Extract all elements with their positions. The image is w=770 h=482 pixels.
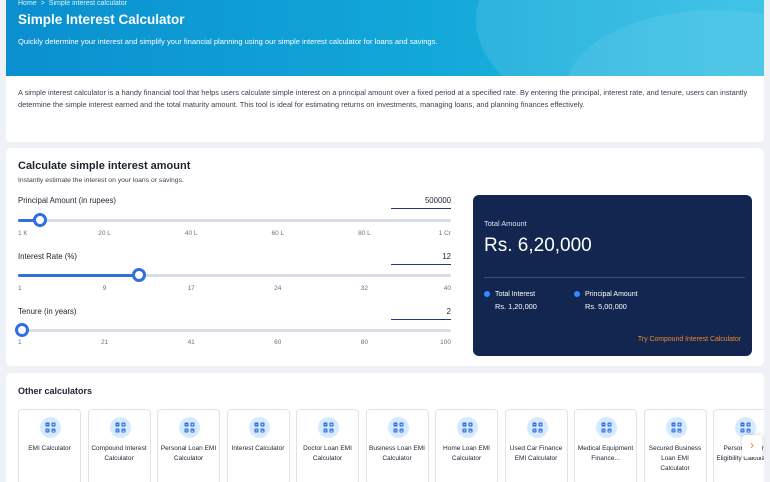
calculator-link-card[interactable]: Used Car Finance EMI Calculator bbox=[504, 409, 568, 482]
slider-tick-label: 80 L bbox=[358, 230, 371, 237]
result-panel: Total Amount Rs. 6,20,000 Total Interest… bbox=[473, 195, 752, 356]
calculator-link-card[interactable]: Secured Business Loan EMI Calculator bbox=[643, 409, 707, 482]
page-header-banner: Home > Simple interest calculator Simple… bbox=[6, 0, 764, 76]
calculator-card-label: Secured Business Loan EMI Calculator bbox=[648, 445, 702, 472]
calculator-icon bbox=[318, 417, 339, 438]
calculator-icon bbox=[596, 417, 617, 438]
slider-tick-label: 17 bbox=[187, 285, 195, 292]
calculator-icon bbox=[457, 417, 478, 438]
principal-amount-label: Principal Amount bbox=[585, 291, 638, 298]
slider-tick-label: 21 bbox=[100, 339, 109, 346]
calculator-link-card[interactable]: Compound Interest Calculator bbox=[87, 409, 151, 482]
slider-tick-label: 9 bbox=[102, 285, 107, 292]
other-calculators-title: Other calculators bbox=[18, 386, 93, 396]
principal-amount-stat: Principal Amount Rs. 5,00,000 bbox=[574, 291, 638, 311]
calculator-icon bbox=[40, 417, 61, 438]
decorative-shape bbox=[476, 0, 764, 76]
slider-tick-label: 60 bbox=[274, 339, 282, 346]
breadcrumb-home-link[interactable]: Home bbox=[18, 0, 37, 7]
calculator-card-label: Home Loan EMI Calculator bbox=[443, 445, 490, 462]
total-amount-value: Rs. 6,20,000 bbox=[484, 235, 592, 256]
calculator-icon bbox=[526, 417, 548, 438]
interest-legend-dot bbox=[484, 291, 490, 298]
result-divider bbox=[484, 277, 745, 278]
calculator-link-card[interactable]: Doctor Loan EMI Calculator bbox=[296, 409, 359, 482]
slider-tick-label: 60 L bbox=[271, 230, 285, 237]
slider-tick-label: 20 L bbox=[98, 230, 111, 237]
principal-ticks: 1 K 20 L 40 L 60 L 80 L 1 Cr bbox=[18, 230, 451, 240]
slider-tick-label: 1 bbox=[18, 339, 22, 346]
breadcrumb: Home > Simple interest calculator bbox=[18, 0, 127, 7]
breadcrumb-current: Simple interest calculator bbox=[48, 0, 127, 7]
calculator-card-label: Personal Loan EMI Calculator bbox=[160, 445, 217, 462]
tenure-slider[interactable] bbox=[15, 323, 451, 337]
calculator-link-card[interactable]: Home Loan EMI Calculator bbox=[435, 409, 498, 482]
calculator-card-label: Doctor Loan EMI Calculator bbox=[303, 445, 352, 462]
calculator-card-list: EMI Calculator Compound Interest Calculat… bbox=[18, 409, 764, 482]
slider-tick-label: 41 bbox=[187, 339, 195, 346]
calculator-card-label: Business Loan EMI Calculator bbox=[368, 445, 425, 462]
slider-tick-label: 1 K bbox=[18, 230, 28, 237]
slider-tick-label: 32 bbox=[360, 285, 369, 292]
chevron-right-icon: › bbox=[750, 438, 754, 452]
calculator-icon bbox=[179, 417, 200, 438]
calculator-link-card[interactable]: EMI Calculator bbox=[18, 409, 81, 482]
tenure-label: Tenure (in years) bbox=[18, 307, 77, 316]
calculator-card-label: Interest Calculator bbox=[231, 445, 285, 452]
calculator-title: Calculate simple interest amount bbox=[18, 160, 191, 172]
calculator-card-label: EMI Calculator bbox=[28, 445, 71, 452]
slider-tick-label: 40 bbox=[443, 285, 451, 292]
calculator-subtitle: Instantly estimate the interest on your … bbox=[18, 177, 184, 184]
calculator-icon bbox=[109, 417, 131, 438]
calculator-icon bbox=[248, 417, 270, 438]
total-amount-label: Total Amount bbox=[484, 219, 527, 228]
calculator-card: Calculate simple interest amount Instant… bbox=[6, 148, 764, 366]
rate-input[interactable]: 12 bbox=[391, 252, 451, 265]
carousel-next-button[interactable]: › bbox=[742, 435, 762, 457]
calculator-card-label: Compound Interest Calculator bbox=[91, 445, 147, 462]
slider-tick-label: 1 bbox=[18, 285, 22, 292]
slider-tick-label: 40 L bbox=[184, 230, 198, 237]
page-subtitle: Quickly determine your interest and simp… bbox=[18, 37, 438, 46]
principal-legend-dot bbox=[574, 291, 580, 298]
description-text: A simple interest calculator is a handy … bbox=[18, 88, 748, 109]
slider-tick-label: 1 Cr bbox=[438, 230, 451, 237]
calculator-icon bbox=[665, 417, 687, 438]
principal-slider-fill bbox=[18, 219, 40, 222]
total-interest-value: Rs. 1,20,000 bbox=[495, 302, 537, 311]
rate-label: Interest Rate (%) bbox=[18, 252, 77, 261]
calculator-link-card[interactable]: Business Loan EMI Calculator bbox=[365, 409, 429, 482]
slider-tick-label: 80 bbox=[360, 339, 369, 346]
slider-tick-label: 100 bbox=[440, 339, 451, 346]
calculator-link-card[interactable]: Personal Loan EMI Calculator bbox=[157, 409, 220, 482]
other-calculators-section: Other calculators EMI Calculator Compound… bbox=[6, 373, 764, 482]
compound-interest-link[interactable]: Try Compound Interest Calculator bbox=[637, 336, 741, 343]
principal-amount-value: Rs. 5,00,000 bbox=[585, 302, 627, 311]
tenure-input[interactable]: 2 bbox=[391, 307, 451, 320]
principal-label: Principal Amount (in rupees) bbox=[18, 196, 116, 205]
description-card: A simple interest calculator is a handy … bbox=[6, 76, 764, 142]
rate-slider[interactable] bbox=[18, 268, 451, 282]
calculator-icon bbox=[735, 417, 756, 438]
calculator-card-label: Used Car Finance EMI Calculator bbox=[509, 445, 563, 462]
calculator-icon bbox=[387, 417, 409, 438]
rate-ticks: 1 9 17 24 32 40 bbox=[18, 285, 451, 295]
page-title: Simple Interest Calculator bbox=[18, 12, 185, 27]
tenure-ticks: 1 21 41 60 80 100 bbox=[18, 339, 451, 349]
total-interest-label: Total Interest bbox=[495, 291, 536, 298]
rate-slider-thumb[interactable] bbox=[132, 268, 147, 282]
principal-slider[interactable] bbox=[18, 213, 451, 227]
principal-input[interactable]: 500000 bbox=[391, 196, 451, 209]
tenure-slider-thumb[interactable] bbox=[15, 323, 30, 337]
total-interest-stat: Total Interest Rs. 1,20,000 bbox=[484, 291, 537, 311]
calculator-link-card[interactable]: Medical Equipment Finance... bbox=[574, 409, 637, 482]
breadcrumb-separator: > bbox=[40, 0, 45, 7]
calculator-card-label: Medical Equipment Finance... bbox=[577, 445, 634, 462]
calculator-link-card[interactable]: Interest Calculator bbox=[226, 409, 290, 482]
principal-slider-thumb[interactable] bbox=[32, 213, 47, 227]
rate-slider-fill bbox=[18, 274, 140, 277]
slider-tick-label: 24 bbox=[274, 285, 282, 292]
